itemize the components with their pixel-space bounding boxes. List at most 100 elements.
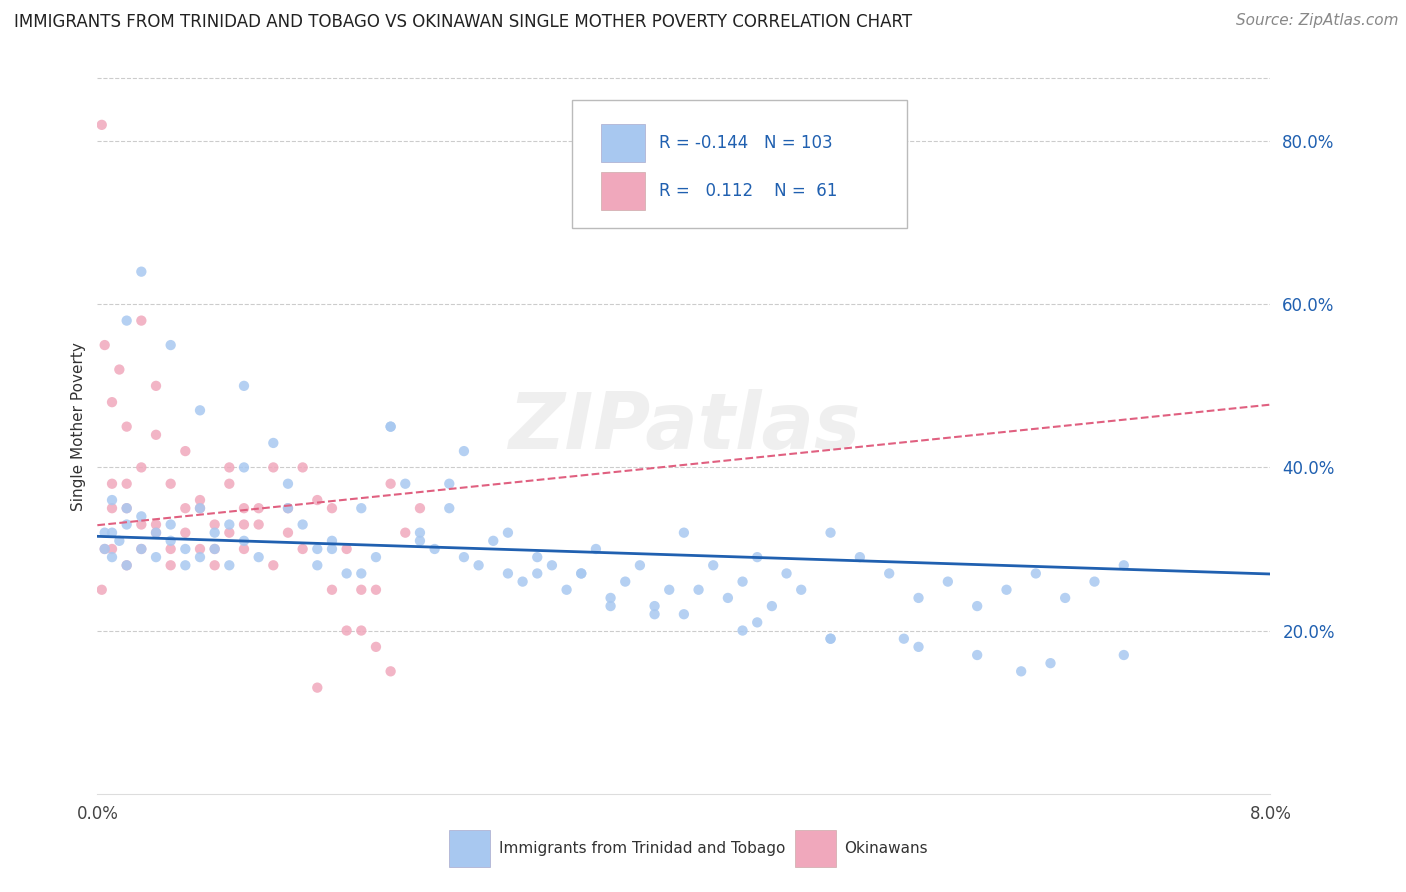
Point xyxy=(115,517,138,532)
Point xyxy=(277,501,299,516)
Bar xyxy=(450,830,491,867)
Text: IMMIGRANTS FROM TRINIDAD AND TOBAGO VS OKINAWAN SINGLE MOTHER POVERTY CORRELATIO: IMMIGRANTS FROM TRINIDAD AND TOBAGO VS O… xyxy=(14,13,912,31)
Point xyxy=(439,476,461,491)
Point xyxy=(218,558,240,573)
Point xyxy=(569,566,592,581)
Point xyxy=(307,558,329,573)
Point xyxy=(204,525,226,540)
Point xyxy=(496,566,519,581)
Point xyxy=(688,582,710,597)
Point xyxy=(115,501,138,516)
Point xyxy=(115,501,138,516)
Point xyxy=(188,501,211,516)
Point xyxy=(247,517,270,532)
Point xyxy=(1025,566,1047,581)
Point xyxy=(731,624,754,638)
Point xyxy=(188,493,211,508)
Point xyxy=(1039,656,1062,670)
Point xyxy=(145,379,167,393)
Text: R = -0.144   N = 103: R = -0.144 N = 103 xyxy=(659,135,832,153)
Point xyxy=(336,541,359,556)
Point xyxy=(409,533,432,548)
Point xyxy=(336,624,359,638)
Point xyxy=(115,419,138,434)
Point xyxy=(108,362,131,376)
Point xyxy=(101,395,124,409)
Point xyxy=(995,582,1018,597)
Point xyxy=(1112,558,1135,573)
Point xyxy=(731,574,754,589)
Point xyxy=(101,525,124,540)
Point xyxy=(790,582,813,597)
Point xyxy=(233,501,256,516)
Point xyxy=(820,525,842,540)
Point xyxy=(820,632,842,646)
Point xyxy=(188,403,211,417)
Point xyxy=(350,624,373,638)
Point xyxy=(526,550,548,565)
Point xyxy=(541,558,564,573)
Point xyxy=(262,558,284,573)
Point xyxy=(115,558,138,573)
Point xyxy=(364,582,387,597)
Point xyxy=(380,665,402,679)
Point xyxy=(364,550,387,565)
Point xyxy=(145,427,167,442)
Point xyxy=(233,517,256,532)
Point xyxy=(658,582,681,597)
Point xyxy=(614,574,637,589)
Point xyxy=(90,118,112,132)
Point xyxy=(820,632,842,646)
Point xyxy=(482,533,505,548)
Point xyxy=(702,558,724,573)
Point xyxy=(350,582,373,597)
Point xyxy=(101,493,124,508)
Point xyxy=(907,640,929,654)
Text: R =   0.112    N =  61: R = 0.112 N = 61 xyxy=(659,182,838,200)
Point xyxy=(321,501,343,516)
Text: Immigrants from Trinidad and Tobago: Immigrants from Trinidad and Tobago xyxy=(499,841,785,856)
Point xyxy=(262,460,284,475)
Point xyxy=(204,541,226,556)
Point xyxy=(453,444,475,458)
Point xyxy=(131,517,153,532)
Point xyxy=(115,558,138,573)
Point xyxy=(93,541,115,556)
Point xyxy=(204,541,226,556)
Point xyxy=(907,591,929,605)
Point xyxy=(174,525,197,540)
Point xyxy=(585,541,607,556)
Point xyxy=(188,501,211,516)
Point xyxy=(131,313,153,327)
Point xyxy=(1010,665,1032,679)
Point xyxy=(204,558,226,573)
Point xyxy=(1112,648,1135,662)
Point xyxy=(115,313,138,327)
Point xyxy=(394,525,416,540)
Point xyxy=(717,591,740,605)
Point xyxy=(849,550,872,565)
Point xyxy=(233,533,256,548)
Point xyxy=(277,525,299,540)
Point xyxy=(453,550,475,565)
Point xyxy=(174,444,197,458)
Point xyxy=(101,476,124,491)
Y-axis label: Single Mother Poverty: Single Mother Poverty xyxy=(72,343,86,511)
Point xyxy=(131,541,153,556)
Point xyxy=(599,591,621,605)
Point xyxy=(145,525,167,540)
Point xyxy=(101,541,124,556)
Point xyxy=(599,599,621,613)
Point xyxy=(233,541,256,556)
Point xyxy=(218,517,240,532)
Point xyxy=(159,558,181,573)
Point xyxy=(159,541,181,556)
Point xyxy=(218,525,240,540)
Point xyxy=(218,476,240,491)
Text: Okinawans: Okinawans xyxy=(845,841,928,856)
Point xyxy=(247,550,270,565)
Point xyxy=(1083,574,1105,589)
Point xyxy=(93,338,115,352)
Point xyxy=(159,517,181,532)
Point xyxy=(569,566,592,581)
